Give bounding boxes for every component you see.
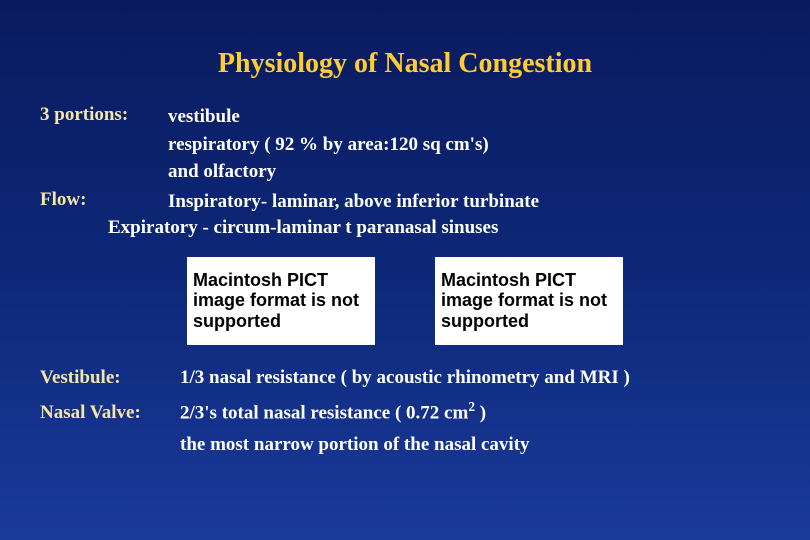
nasal-valve-value: 2/3's total nasal resistance ( 0.72 cm2 …	[180, 399, 486, 424]
portions-section: 3 portions: vestibule respiratory ( 92 %…	[40, 104, 770, 185]
pict-placeholder-text: Macintosh PICT image format is not suppo…	[441, 270, 617, 332]
spacer	[40, 159, 168, 185]
flow-label: Flow:	[40, 189, 168, 215]
vestibule-label: Vestibule:	[40, 367, 180, 389]
pict-placeholder-text: Macintosh PICT image format is not suppo…	[193, 270, 369, 332]
portions-line3: and olfactory	[168, 159, 276, 185]
superscript-2: 2	[468, 399, 475, 414]
nasal-valve-prefix: 2/3's total nasal resistance ( 0.72 cm	[180, 402, 468, 423]
portions-label: 3 portions:	[40, 104, 168, 130]
portions-line1: vestibule	[168, 104, 240, 130]
pict-placeholder: Macintosh PICT image format is not suppo…	[435, 257, 623, 345]
slide-container: Physiology of Nasal Congestion 3 portion…	[0, 0, 810, 540]
bottom-section: Vestibule: 1/3 nasal resistance ( by aco…	[40, 367, 770, 456]
pict-placeholder: Macintosh PICT image format is not suppo…	[187, 257, 375, 345]
flow-inspiratory: Inspiratory- laminar, above inferior tur…	[168, 189, 539, 215]
flow-section: Flow: Inspiratory- laminar, above inferi…	[40, 189, 770, 239]
final-line: the most narrow portion of the nasal cav…	[180, 434, 770, 456]
flow-expiratory: Expiratory - circum-laminar t paranasal …	[108, 217, 770, 239]
slide-title: Physiology of Nasal Congestion	[40, 48, 770, 80]
nasal-valve-suffix: )	[475, 402, 486, 423]
nasal-valve-label: Nasal Valve:	[40, 402, 180, 424]
vestibule-value: 1/3 nasal resistance ( by acoustic rhino…	[180, 367, 630, 389]
spacer	[40, 132, 168, 158]
portions-line2: respiratory ( 92 % by area:120 sq cm's)	[168, 132, 489, 158]
image-placeholder-row: Macintosh PICT image format is not suppo…	[40, 257, 770, 345]
